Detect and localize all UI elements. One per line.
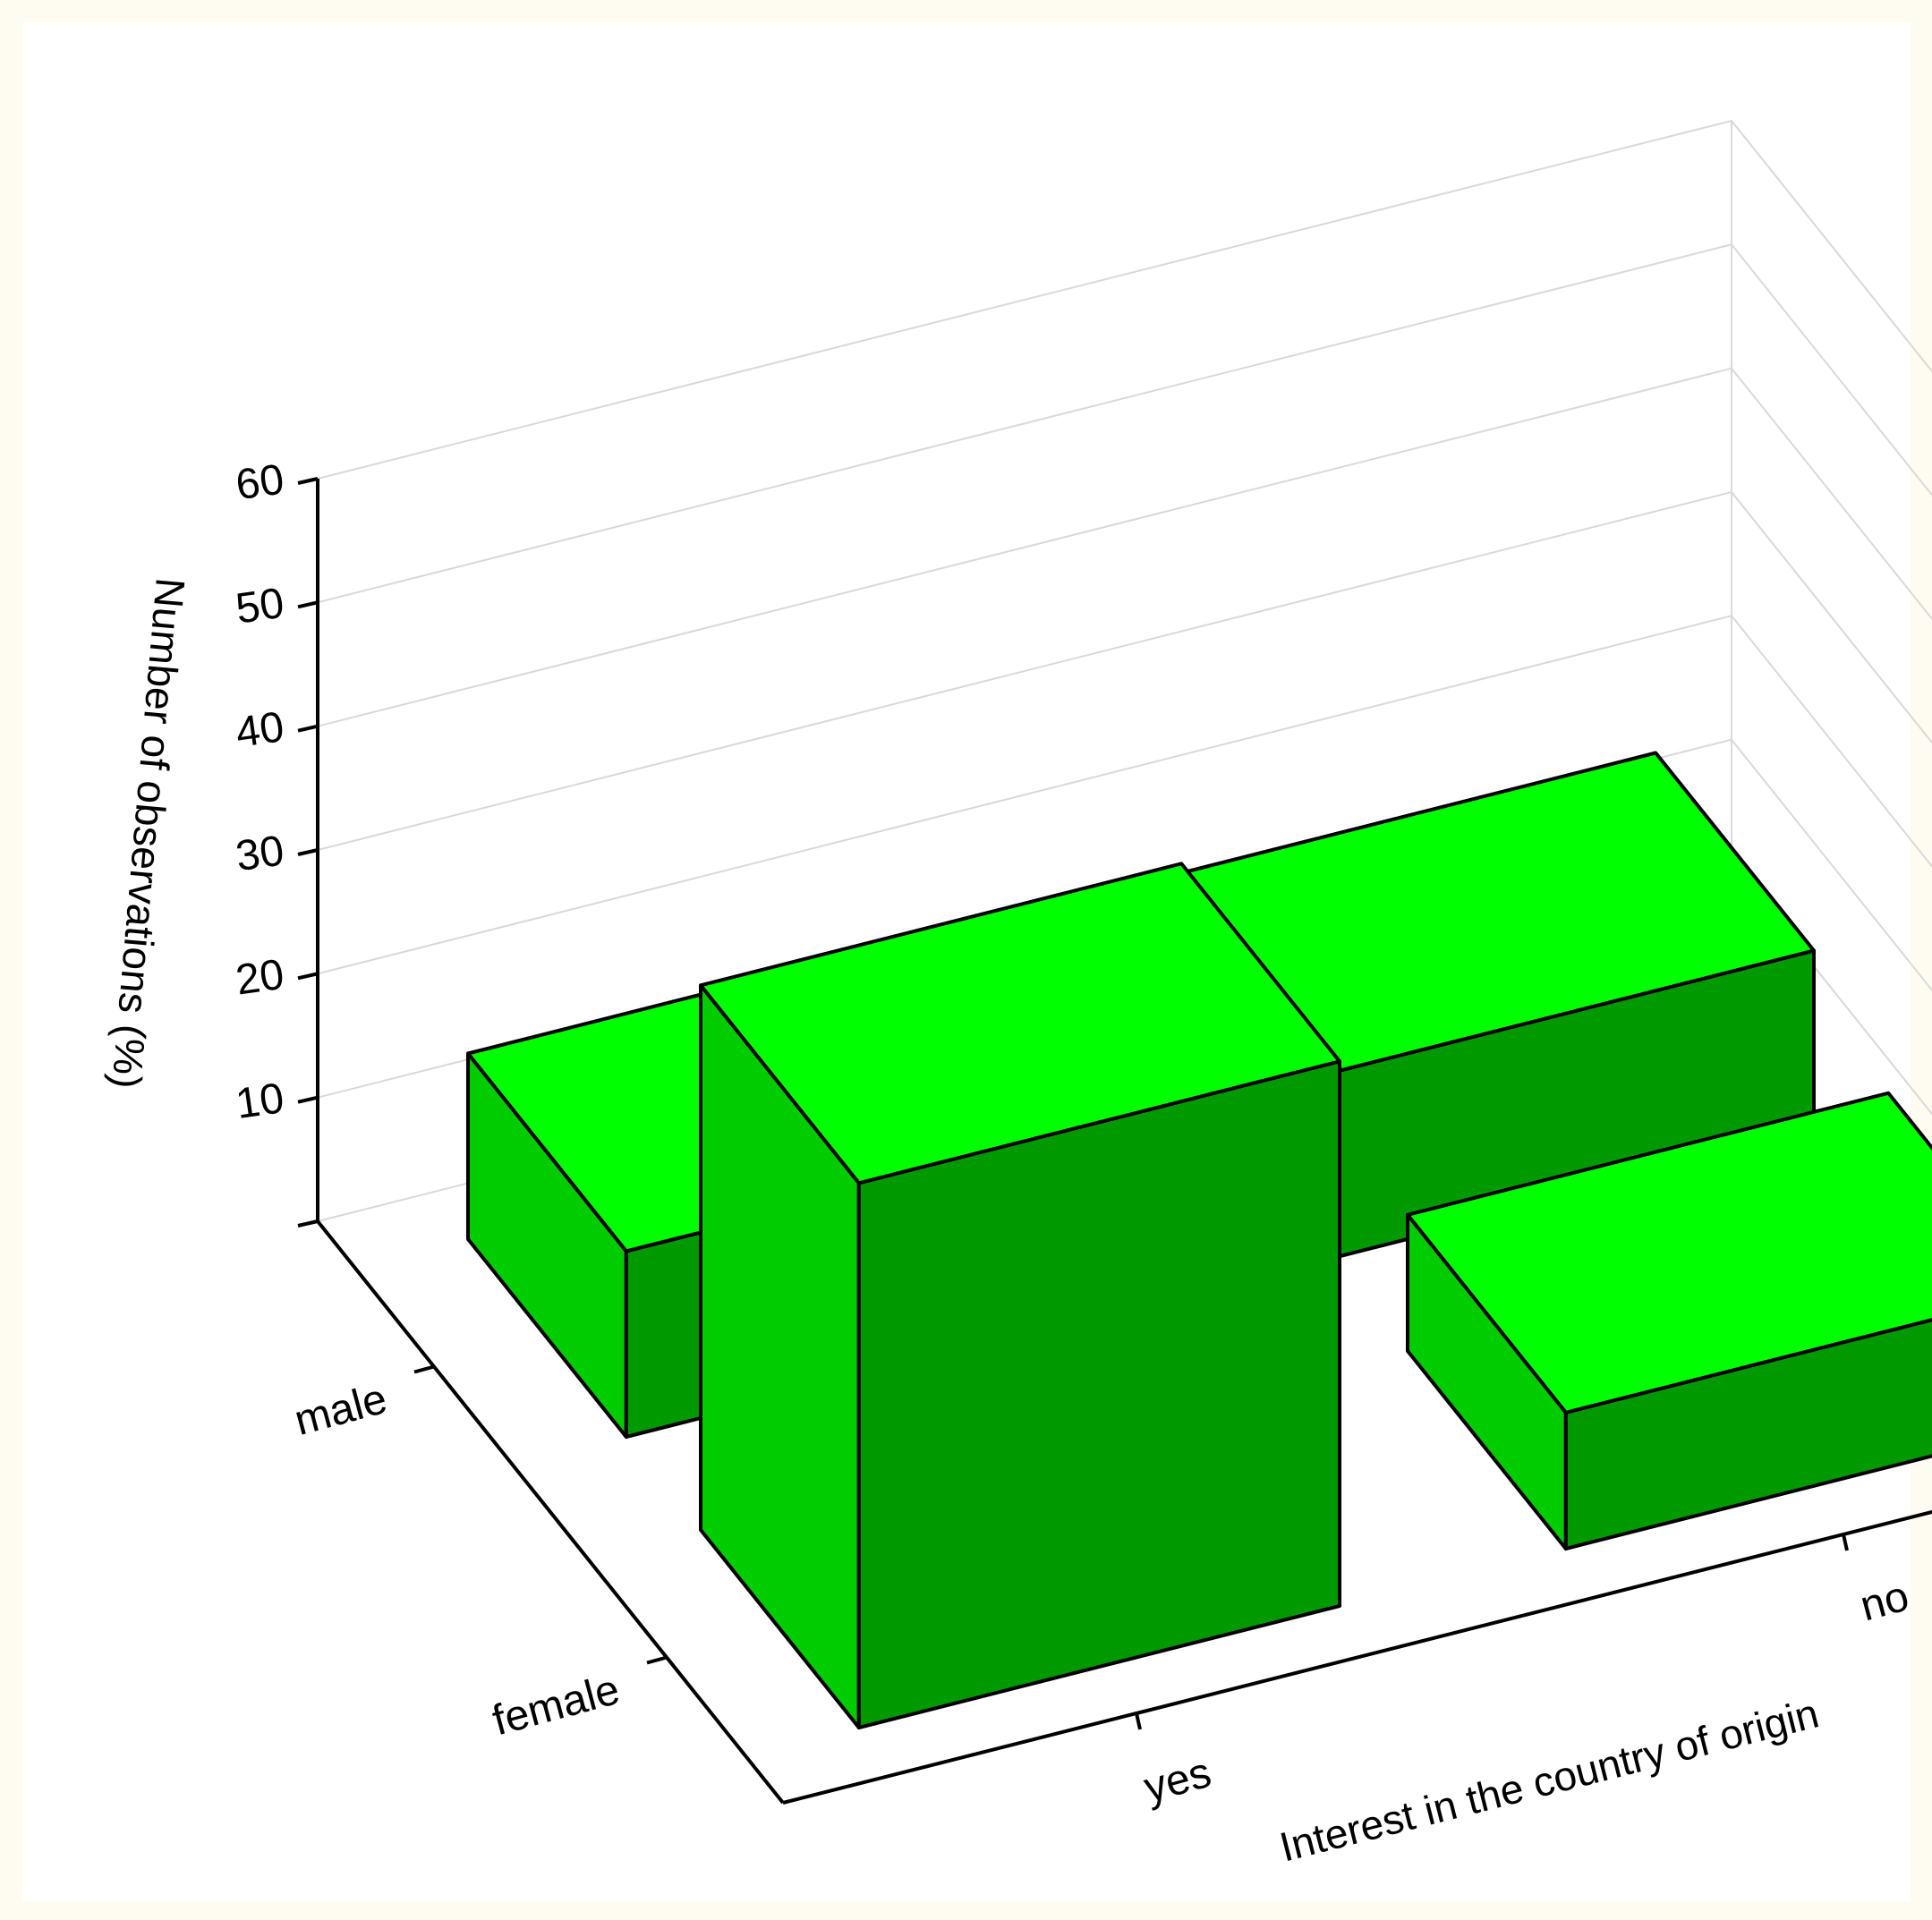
- bars-group: [466, 751, 1932, 1729]
- y-tick-label: 40: [233, 703, 286, 757]
- y-tick: [297, 1095, 319, 1104]
- y-tick: [297, 600, 319, 609]
- bar-no-female: [1406, 1091, 1932, 1550]
- y-tick: [297, 1219, 319, 1228]
- x-axis-line: [782, 1509, 1932, 1805]
- y-tick: [297, 972, 319, 981]
- y-tick-label: 20: [233, 951, 286, 1005]
- x-tick: [1842, 1533, 1849, 1551]
- bar-top-face: [699, 862, 1341, 1185]
- bar-front-face: [1563, 1318, 1932, 1550]
- axes-group: [297, 477, 1932, 1805]
- depth-tick: [646, 1655, 668, 1665]
- y-tick: [297, 724, 319, 733]
- depth-tick: [413, 1364, 435, 1374]
- y-tick-label: 50: [233, 580, 286, 633]
- bar-yes-female: [699, 862, 1341, 1729]
- y-tick-label: 30: [233, 827, 286, 880]
- bar-top-face: [1406, 1091, 1932, 1415]
- x-tick: [1135, 1712, 1142, 1730]
- depth-axis-line: [316, 1219, 785, 1805]
- y-tick-label: 10: [233, 1075, 286, 1128]
- y-tick: [297, 477, 319, 485]
- y-tick-label: 60: [233, 455, 286, 509]
- y-tick: [297, 848, 319, 856]
